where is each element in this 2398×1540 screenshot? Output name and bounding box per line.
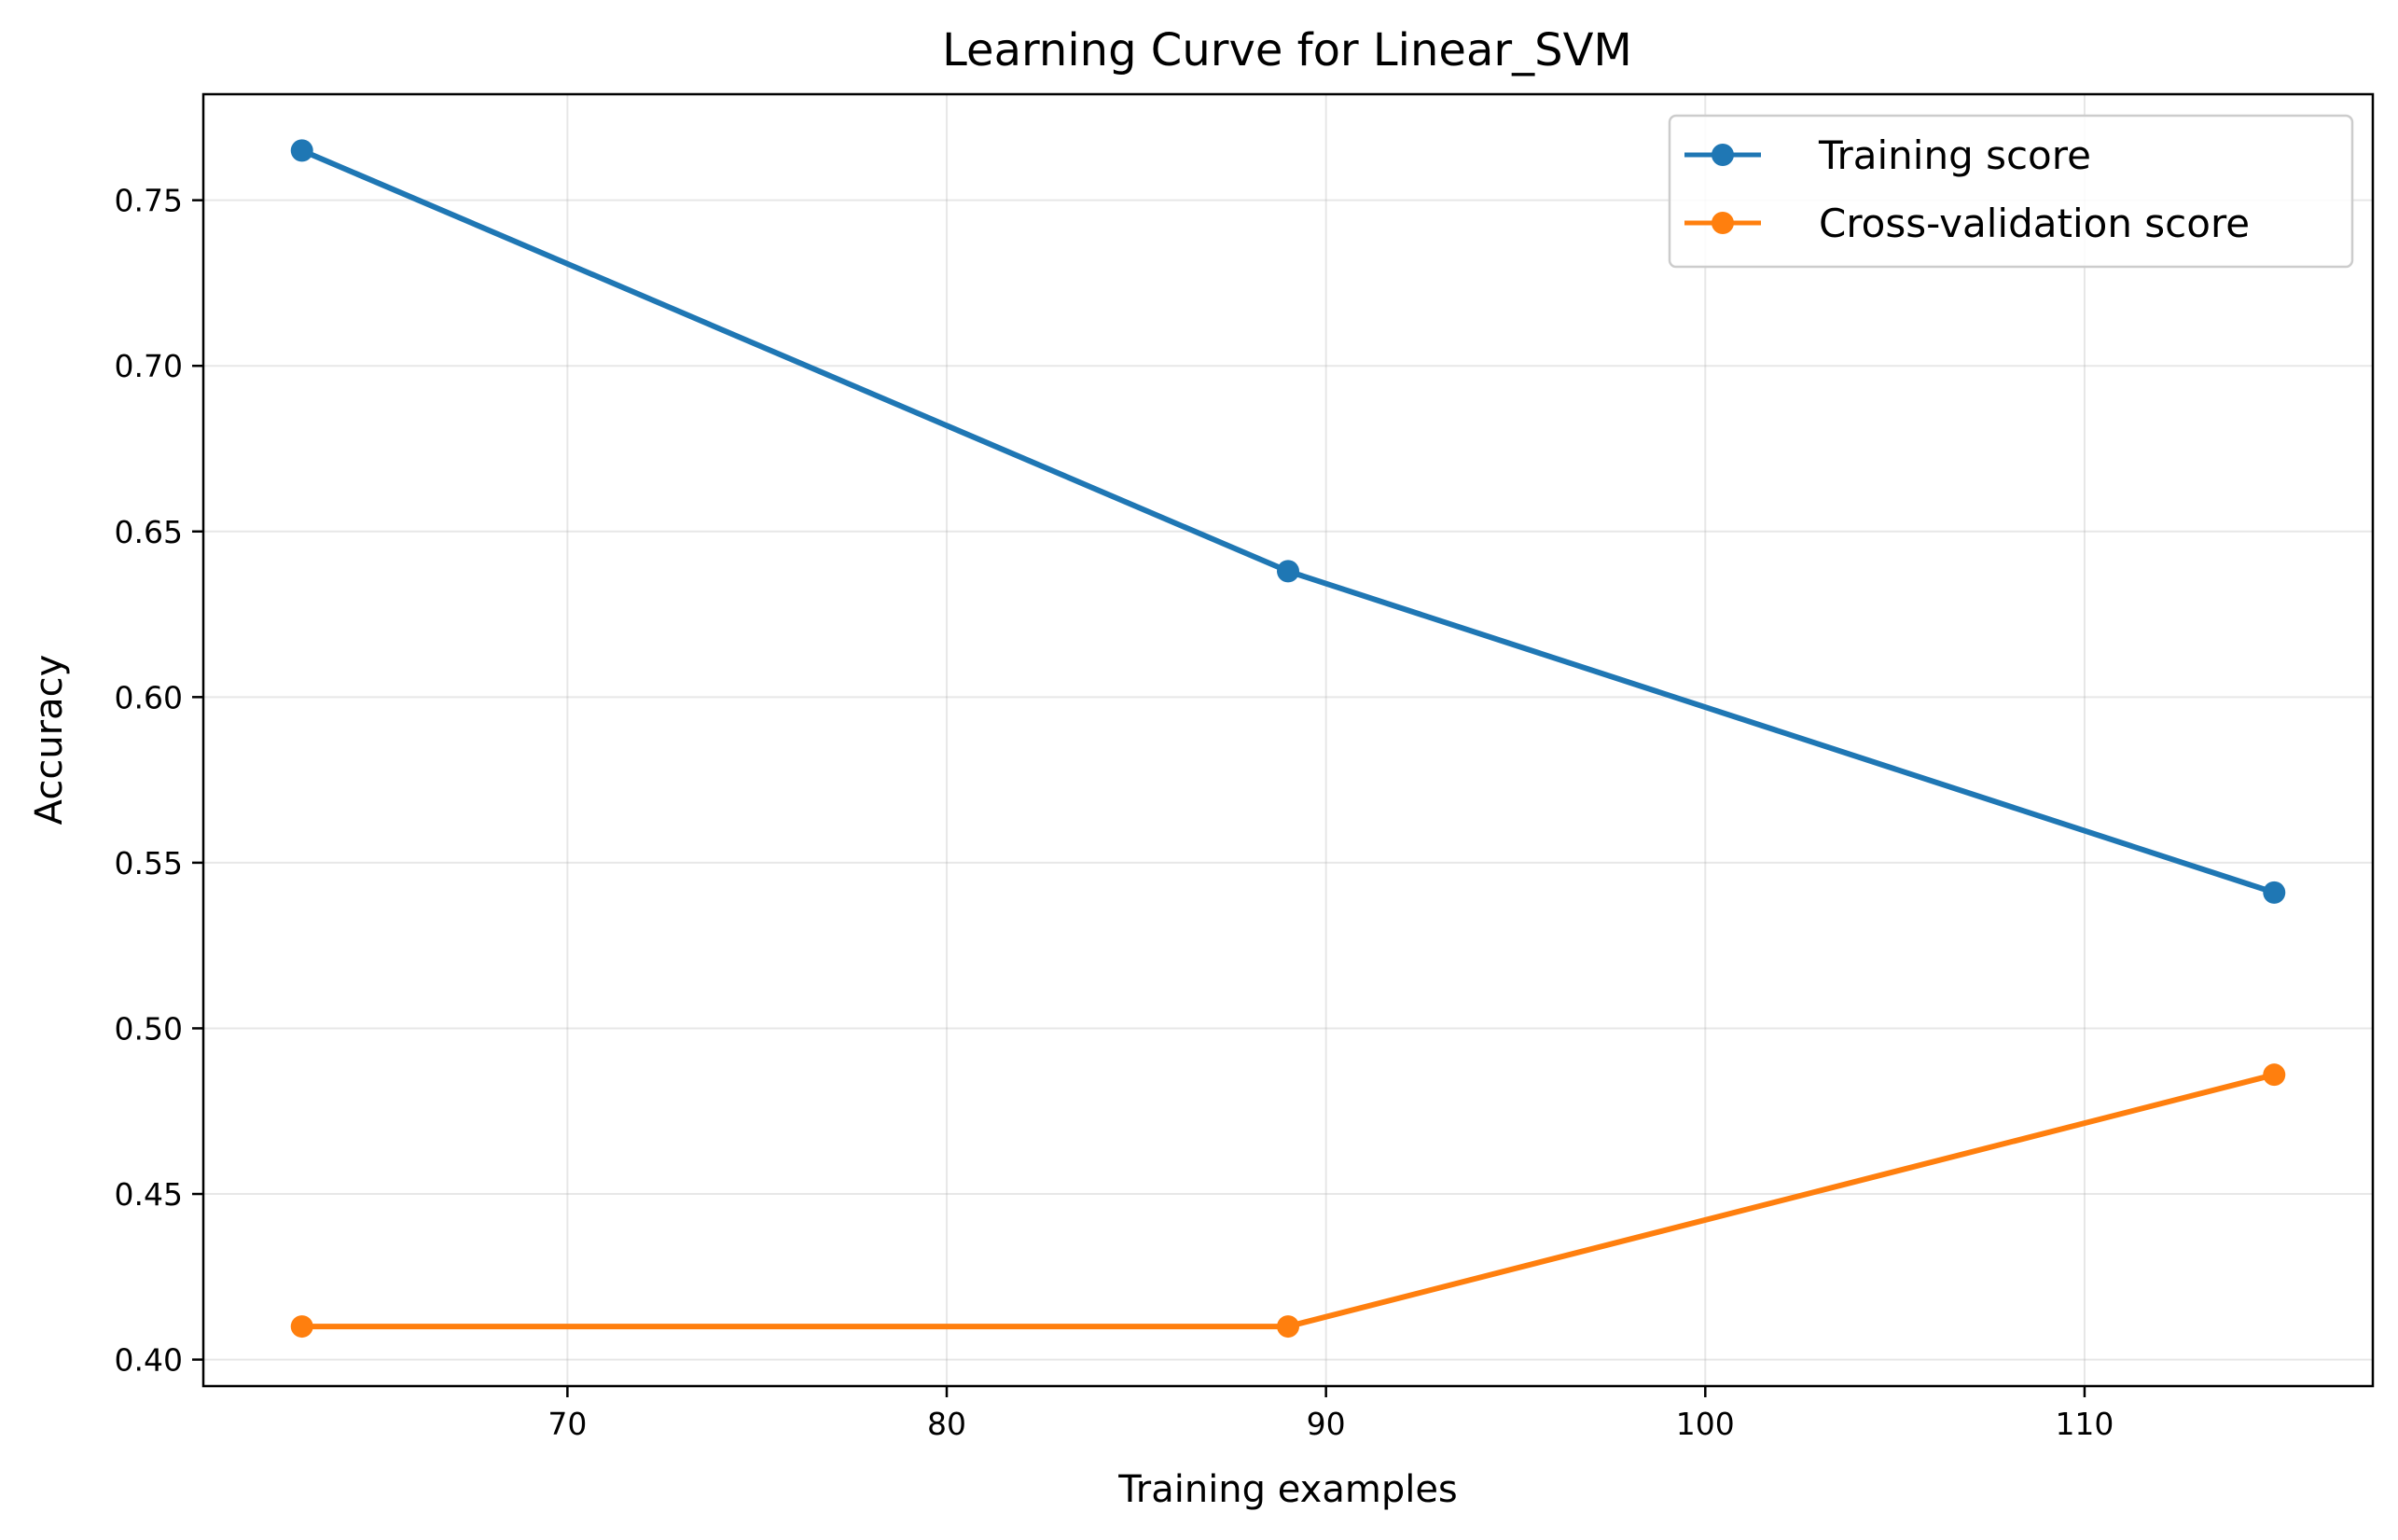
series-training-score — [290, 139, 2286, 904]
y-axis-title: Accuracy — [28, 655, 71, 825]
legend: Training score Cross-validation score — [1668, 114, 2354, 269]
data-point-training-score — [290, 139, 313, 162]
x-tick-label: 90 — [1307, 1406, 1346, 1442]
legend-label-cross-validation-score: Cross-validation score — [1819, 201, 2250, 246]
legend-item-training-score: Training score — [1684, 132, 2091, 178]
y-tick-label: 0.75 — [115, 183, 183, 219]
y-tick-label: 0.40 — [115, 1342, 183, 1379]
x-tick-label: 70 — [548, 1406, 587, 1442]
x-axis-title: Training examples — [1117, 1468, 1458, 1511]
data-point-cross-validation-score — [290, 1315, 313, 1339]
data-point-training-score — [1277, 560, 1299, 583]
y-axis-ticks: 0.40 0.45 0.50 0.55 0.60 0.65 0.70 0.75 — [115, 183, 203, 1379]
x-tick-label: 110 — [2055, 1406, 2114, 1442]
series-cross-validation-score — [290, 1063, 2286, 1339]
chart-title: Learning Curve for Linear_SVM — [942, 24, 1632, 76]
legend-label-training-score: Training score — [1818, 132, 2091, 178]
legend-marker-cross-validation-score — [1712, 212, 1734, 234]
x-axis-ticks: 70 80 90 100 110 — [548, 1386, 2114, 1442]
plot-area-frame — [201, 92, 2375, 1388]
y-tick-label: 0.65 — [115, 514, 183, 550]
legend-box — [1668, 114, 2354, 269]
data-point-cross-validation-score — [1277, 1315, 1299, 1339]
legend-item-cross-validation-score: Cross-validation score — [1684, 201, 2250, 246]
data-point-cross-validation-score — [2263, 1063, 2286, 1087]
grid-lines — [203, 94, 2373, 1386]
series-layer — [290, 139, 2286, 1339]
y-tick-label: 0.55 — [115, 845, 183, 881]
data-point-training-score — [2263, 881, 2286, 904]
y-tick-label: 0.50 — [115, 1010, 183, 1047]
y-tick-label: 0.70 — [115, 348, 183, 384]
y-tick-label: 0.45 — [115, 1176, 183, 1213]
y-tick-label: 0.60 — [115, 679, 183, 715]
x-tick-label: 80 — [927, 1406, 966, 1442]
legend-marker-training-score — [1712, 144, 1734, 166]
x-tick-label: 100 — [1676, 1406, 1735, 1442]
